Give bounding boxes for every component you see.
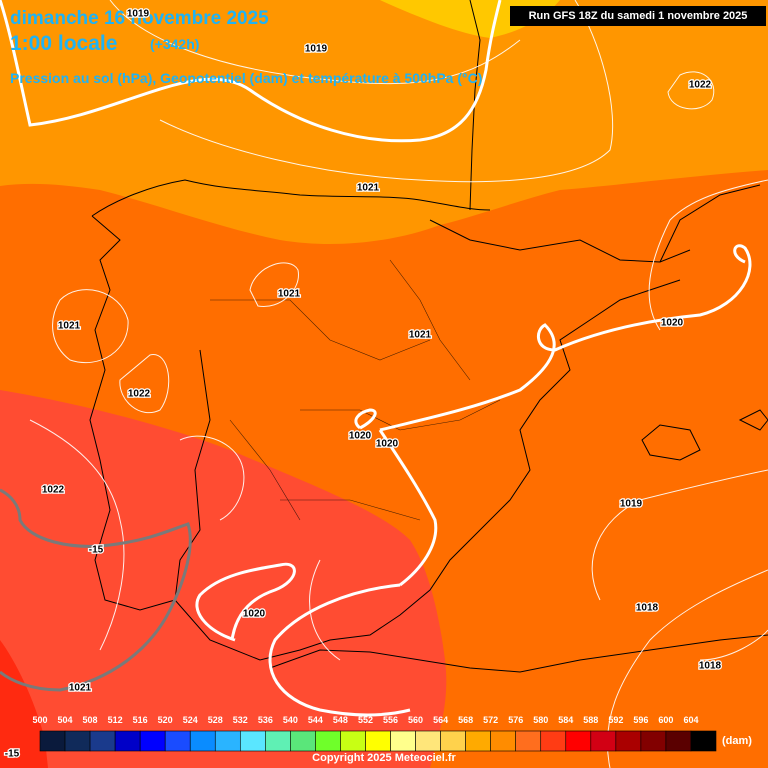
legend-swatch: [290, 730, 316, 752]
legend-swatch: [39, 730, 66, 752]
legend-swatch: [189, 730, 216, 752]
contour-label: 1022: [42, 485, 65, 496]
isobars-1020: [0, 0, 752, 717]
contour-label: 1020: [243, 609, 266, 620]
legend-swatch: [515, 730, 542, 752]
legend-swatch: [565, 730, 592, 752]
legend-swatch: [665, 730, 692, 752]
legend-swatch: [239, 730, 266, 752]
legend-value: 572: [483, 715, 498, 725]
legend-value: 568: [458, 715, 473, 725]
legend-value: 592: [608, 715, 623, 725]
legend-value: 600: [658, 715, 673, 725]
legend-value: 548: [333, 715, 348, 725]
contour-label: 1019: [305, 44, 328, 55]
legend-swatch: [590, 730, 617, 752]
legend-value: 580: [533, 715, 548, 725]
legend-value: 576: [508, 715, 523, 725]
contour-label: 1018: [699, 661, 722, 672]
contour-label: 1020: [376, 439, 399, 450]
lead-time: (+342h): [150, 36, 200, 52]
legend-value: 544: [308, 715, 323, 725]
legend-swatch: [440, 730, 466, 752]
legend-value: 588: [583, 715, 598, 725]
contour-label: 1022: [689, 80, 712, 91]
contour-label: -15: [5, 749, 20, 760]
legend-swatch: [89, 730, 116, 752]
model-run-label: Run GFS 18Z du samedi 1 novembre 2025: [510, 6, 766, 26]
contour-label: 1021: [278, 289, 301, 300]
legend-unit: (dam): [722, 735, 752, 747]
legend-swatch: [640, 730, 667, 752]
map-subtitle: Pression au sol (hPa), Geopotentiel (dam…: [10, 70, 483, 86]
legend-swatch: [139, 730, 166, 752]
legend-value: 536: [258, 715, 273, 725]
legend-value: 520: [158, 715, 173, 725]
isobars-thin: [29, 0, 768, 768]
legend-swatch: [114, 730, 141, 752]
contour-label: -15: [89, 545, 104, 556]
geopotential-band-572: [0, 640, 48, 768]
region-borders: [210, 259, 501, 521]
legend-value: 604: [683, 715, 698, 725]
legend-value: 508: [83, 715, 98, 725]
legend-value: 564: [433, 715, 448, 725]
contour-label: 1019: [127, 9, 150, 20]
forecast-date: dimanche 16 novembre 2025: [10, 8, 269, 29]
coastlines-borders: [89, 0, 768, 673]
geopotential-band-584: [0, 0, 768, 245]
legend-swatch: [315, 730, 341, 752]
legend-value: 528: [208, 715, 223, 725]
legend-value: 556: [383, 715, 398, 725]
legend-value: 504: [58, 715, 73, 725]
isotherm-minus15: [0, 488, 192, 692]
legend-swatch: [415, 730, 441, 752]
legend-swatch: [64, 730, 91, 752]
legend-value: 512: [108, 715, 123, 725]
legend-swatch: [690, 730, 717, 752]
legend-value: 584: [558, 715, 573, 725]
legend-swatch: [214, 730, 241, 752]
contour-label: 1020: [349, 431, 372, 442]
copyright: Copyright 2025 Meteociel.fr: [312, 752, 456, 764]
contour-label: 1022: [128, 389, 151, 400]
legend-swatch: [615, 730, 642, 752]
contour-label: 1019: [620, 499, 643, 510]
legend-swatch: [465, 730, 491, 752]
legend-swatch: [265, 730, 291, 752]
legend-swatch: [540, 730, 567, 752]
legend-swatch: [164, 730, 191, 752]
contour-label: 1020: [661, 318, 684, 329]
legend-swatch: [365, 730, 391, 752]
legend-value: 524: [183, 715, 198, 725]
legend-swatch: [490, 730, 517, 752]
legend-value: 540: [283, 715, 298, 725]
legend-value: 596: [633, 715, 648, 725]
legend-value: 552: [358, 715, 373, 725]
legend-swatch: [390, 730, 416, 752]
legend-swatch: [340, 730, 366, 752]
legend-value: 516: [133, 715, 148, 725]
contour-label: 1021: [409, 330, 432, 341]
legend-value: 532: [233, 715, 248, 725]
legend-value: 560: [408, 715, 423, 725]
contour-label: 1021: [69, 683, 92, 694]
contour-label: 1021: [58, 321, 81, 332]
forecast-time: 1:00 locale: [10, 32, 118, 55]
legend-value: 500: [32, 715, 47, 725]
contour-label: 1018: [636, 603, 659, 614]
contour-label: 1021: [357, 183, 380, 194]
